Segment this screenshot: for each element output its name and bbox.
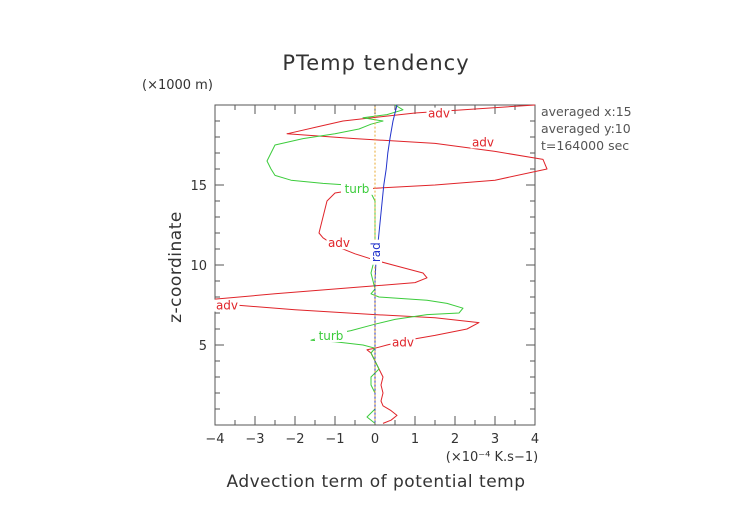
info-line-y: averaged y:10 — [541, 121, 631, 136]
curve-label-group: turb — [341, 182, 373, 196]
x-tick-label: −4 — [205, 432, 224, 447]
x-tick-label: 2 — [451, 432, 459, 447]
chart-title: PTemp tendency — [282, 51, 469, 75]
x-axis-label: Advection term of potential temp — [226, 472, 525, 492]
curve-label-adv: adv — [328, 236, 350, 250]
info-line-x: averaged x:15 — [541, 104, 632, 119]
curve-label-bg — [390, 336, 416, 349]
curve-label-bg — [470, 136, 496, 149]
curve-label-adv: adv — [428, 107, 450, 121]
curve-label-group: rad — [369, 239, 383, 265]
x-tick-label: −3 — [245, 432, 264, 447]
curve-label-adv: adv — [392, 335, 414, 349]
series-line-turb — [266, 104, 464, 424]
curve-label-group: adv — [326, 236, 352, 250]
y-tick-label: 10 — [190, 259, 207, 274]
x-tick-label: 1 — [411, 432, 419, 447]
curve-label-group: adv — [390, 335, 416, 349]
plot-area: −4 −3 −2 −1 0 1 2 3 4 5 10 15 adv adv turb adv rad adv tur… — [190, 104, 548, 447]
curve-label-bg — [315, 330, 347, 342]
curve-label-group: turb — [315, 329, 347, 343]
x-tick-label: 0 — [371, 432, 379, 447]
x-tick-label: −2 — [285, 432, 304, 447]
curve-label-bg — [426, 107, 452, 120]
curve-label-turb: turb — [319, 329, 344, 343]
curve-label-group: adv — [470, 135, 496, 149]
curve-label-adv: adv — [216, 299, 238, 313]
curve-label-bg — [214, 299, 240, 312]
info-line-time: t=164000 sec — [541, 138, 629, 153]
curve-label-adv: adv — [472, 135, 494, 149]
series-line-adv — [215, 104, 548, 424]
x-tick-label: 4 — [531, 432, 539, 447]
curve-label-group: adv — [426, 107, 452, 121]
x-axis-unit: (×10⁻⁴ K.s−1) — [446, 450, 538, 465]
curve-label-bg — [341, 182, 373, 195]
x-tick-label: −1 — [325, 432, 344, 447]
curve-label-bg — [326, 237, 352, 250]
curve-label-rad: rad — [369, 242, 383, 262]
y-tick-label: 15 — [190, 179, 207, 194]
x-tick-label: 3 — [491, 432, 499, 447]
y-tick-label: 5 — [199, 339, 207, 354]
y-axis-label: z-coordinate — [166, 211, 186, 323]
y-axis-unit: (×1000 m) — [142, 78, 213, 93]
info-block: averaged x:15 averaged y:10 t=164000 sec — [541, 104, 632, 153]
curve-label-bg — [370, 239, 382, 265]
curve-label-turb: turb — [345, 182, 370, 196]
curve-label-group: adv — [214, 299, 240, 313]
